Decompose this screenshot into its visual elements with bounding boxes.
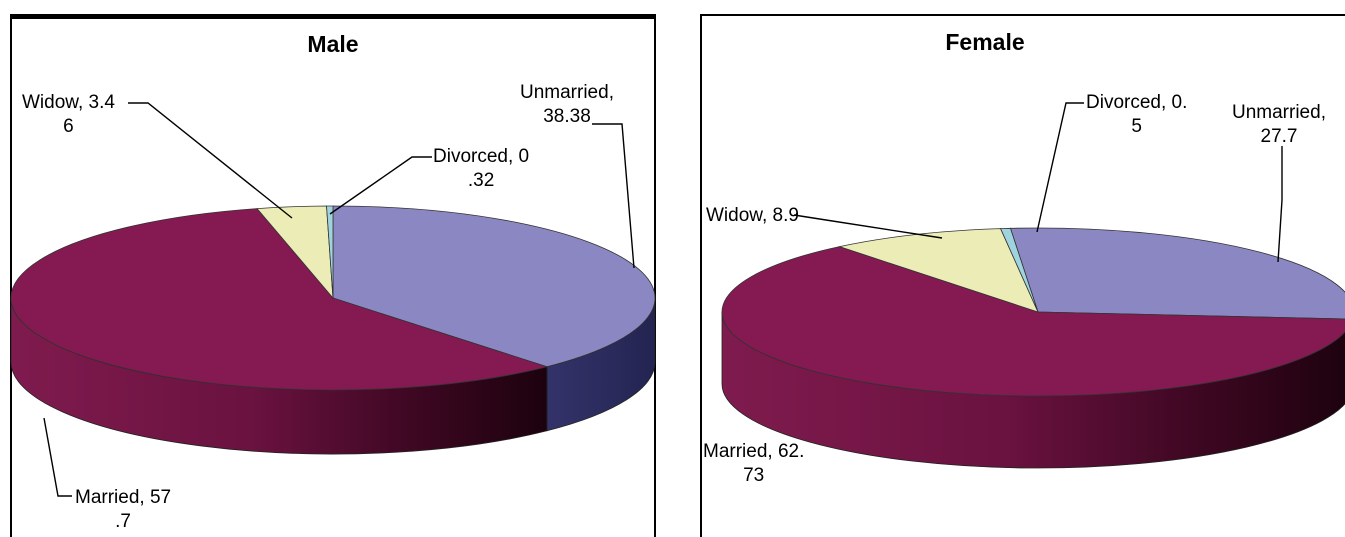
data-label-widow: Widow, 8.9: [706, 205, 799, 226]
pie-slice-divorced: [326, 205, 334, 299]
data-label-married-cont: 73: [743, 465, 764, 486]
pie-chart-female: Female Unmarried, 27.7 Married, 62. 73 Widow,…: [703, 29, 1345, 486]
data-label-divorced: Divorced, 0: [433, 146, 529, 167]
leader-line: [1277, 146, 1283, 263]
data-label-divorced-cont: .32: [468, 170, 494, 191]
data-label-married: Married, 62.: [703, 441, 804, 462]
data-label-divorced: Divorced, 0.: [1086, 92, 1187, 113]
pie-top: [721, 227, 1345, 397]
leader-line: [128, 102, 293, 219]
data-label-divorced-cont: 5: [1131, 116, 1142, 137]
pie-chart-male: Male Unmarried, 38.38 Married, 57 .7 Widow, 3…: [10, 31, 656, 532]
data-label-married-cont: .7: [115, 511, 131, 532]
pie-slice-unmarried: [1009, 227, 1345, 320]
pie-slice-married: [721, 246, 1345, 397]
leader-line: [793, 214, 943, 239]
chart-title: Female: [945, 29, 1024, 55]
data-label-unmarried: Unmarried,: [1232, 102, 1326, 123]
data-label-married: Married, 57: [75, 487, 171, 508]
leader-line: [1036, 102, 1084, 233]
leader-line: [329, 156, 432, 215]
data-label-unmarried-cont: 38.38: [543, 106, 591, 127]
leader-line: [592, 123, 635, 269]
data-label-unmarried: Unmarried,: [520, 82, 614, 103]
data-label-widow-cont: 6: [63, 116, 74, 137]
pie-slice-divorced: [999, 227, 1039, 313]
data-label-widow: Widow, 3.4: [22, 92, 115, 113]
pie-slice-widow: [838, 228, 1039, 313]
leader-line: [43, 417, 72, 497]
data-label-unmarried-cont: 27.7: [1261, 126, 1298, 147]
pie-slice-married: [10, 208, 549, 391]
pie-top: [10, 205, 656, 391]
chart-title: Male: [307, 31, 358, 57]
